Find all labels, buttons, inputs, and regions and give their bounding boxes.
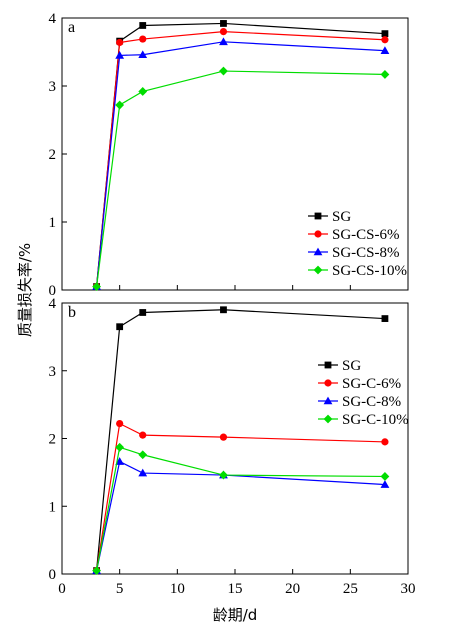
x-tick-label: 15 — [228, 581, 243, 597]
x-tick-label: 0 — [58, 581, 66, 597]
panel-b-series-4-point — [115, 442, 125, 452]
panel-a-legend-marker — [313, 265, 323, 275]
panel-a-series-4-point — [138, 87, 148, 96]
panel-b-legend-marker — [323, 414, 333, 424]
panel-a-y-tick-label: 0 — [49, 283, 57, 299]
panel-b-series-2-point — [139, 431, 147, 439]
panel-a-series-1-point — [220, 20, 227, 27]
panel-a-legend-label: SG-CS-10% — [332, 263, 407, 279]
panel-b-legend-label: SG-C-8% — [342, 394, 401, 410]
panel-b-y-tick-label: 4 — [49, 296, 57, 312]
panel-a-series-3-point — [138, 50, 148, 59]
panel-b-series-1-point — [381, 315, 389, 322]
panel-b-legend-label: SG-C-10% — [342, 412, 409, 428]
panel-a-label: a — [68, 19, 75, 36]
panel-b-legend-marker — [324, 361, 332, 369]
panel-a-series-2-point — [219, 28, 228, 36]
panel-a-legend-marker — [314, 230, 322, 238]
x-tick-label: 20 — [285, 581, 300, 597]
panel-a-y-tick-label: 1 — [49, 215, 57, 231]
panel-b-series-1-point — [139, 309, 147, 316]
panel-a-series-2-point — [381, 36, 389, 44]
panel-b-y-tick-label: 3 — [49, 364, 57, 380]
panel-b: 0 1 2 3 4 0 5 10 15 20 25 30 b SG SG-C-6% SG-C-8% SG-C-1… — [49, 296, 416, 597]
panel-b-series-3-point — [380, 480, 390, 488]
panel-a-series-2-point — [116, 38, 124, 47]
y-axis-title: 质量损失率/% — [16, 243, 34, 337]
panel-a-series-1-point — [139, 22, 147, 29]
panel-b-series-4-point — [380, 472, 390, 481]
panel-b-series-3-point — [115, 457, 125, 465]
x-axis-title: 龄期/d — [213, 606, 258, 624]
panel-a-series-3-point — [219, 37, 228, 46]
panel-a-legend-marker — [313, 247, 323, 256]
panel-a-y-tick-label: 3 — [49, 79, 57, 95]
panel-b-y-tick-label: 1 — [49, 499, 57, 515]
panel-a-series-3-point — [380, 46, 390, 54]
x-tick-label: 10 — [170, 581, 185, 597]
panel-a-legend-marker — [314, 212, 322, 220]
panel-b-y-tick-label: 0 — [49, 567, 57, 583]
panel-b-legend-marker — [324, 379, 332, 387]
panel-a-series-4-point — [115, 100, 125, 110]
panel-b-y-tick-label: 2 — [49, 432, 57, 448]
panel-b-legend-label: SG-C-6% — [342, 376, 401, 392]
x-tick-label: 30 — [401, 581, 416, 597]
panel-b-legend-marker — [323, 396, 333, 405]
panel-b-legend-label: SG — [342, 358, 361, 374]
x-tick-label: 5 — [116, 581, 124, 597]
panel-a-series-4-point — [219, 66, 228, 76]
panel-b-frame — [61, 302, 409, 575]
panel-b-series-2-point — [116, 419, 124, 428]
panel-a-y-tick-label: 2 — [49, 147, 57, 163]
panel-b-series-1-point — [220, 306, 227, 314]
panel-a-series-2-point — [139, 35, 147, 43]
panel-a-legend-label: SG-CS-6% — [332, 227, 400, 243]
panel-b-series-2-line — [96, 422, 385, 571]
panel-a-series-4-point — [92, 282, 101, 291]
panel-b-series-3-line — [96, 460, 385, 571]
panel-b-series-4-point — [219, 470, 228, 480]
panel-b-series-2-point — [219, 433, 228, 441]
panel-a: 0 1 2 3 4 a SG SG-CS-6% SG-CS-8% SG-CS-10% — [49, 11, 409, 299]
panel-b-series-4-point — [138, 450, 148, 460]
panel-a-series-4-point — [380, 70, 390, 79]
panel-a-series-1-point — [381, 30, 389, 38]
panel-b-label: b — [68, 304, 76, 321]
panel-b-series-2-point — [381, 438, 389, 446]
panel-b-series-4-point — [92, 566, 101, 576]
panel-a-series-3-point — [115, 51, 125, 59]
x-tick-label: 25 — [343, 581, 358, 597]
panel-a-legend-label: SG — [332, 209, 351, 225]
panel-b-series-4-line — [96, 446, 385, 571]
panel-b-series-3-point — [138, 468, 148, 477]
panel-a-y-tick-label: 4 — [49, 11, 57, 27]
panel-a-legend-label: SG-CS-8% — [332, 245, 400, 261]
panel-b-series-1-point — [116, 323, 124, 331]
